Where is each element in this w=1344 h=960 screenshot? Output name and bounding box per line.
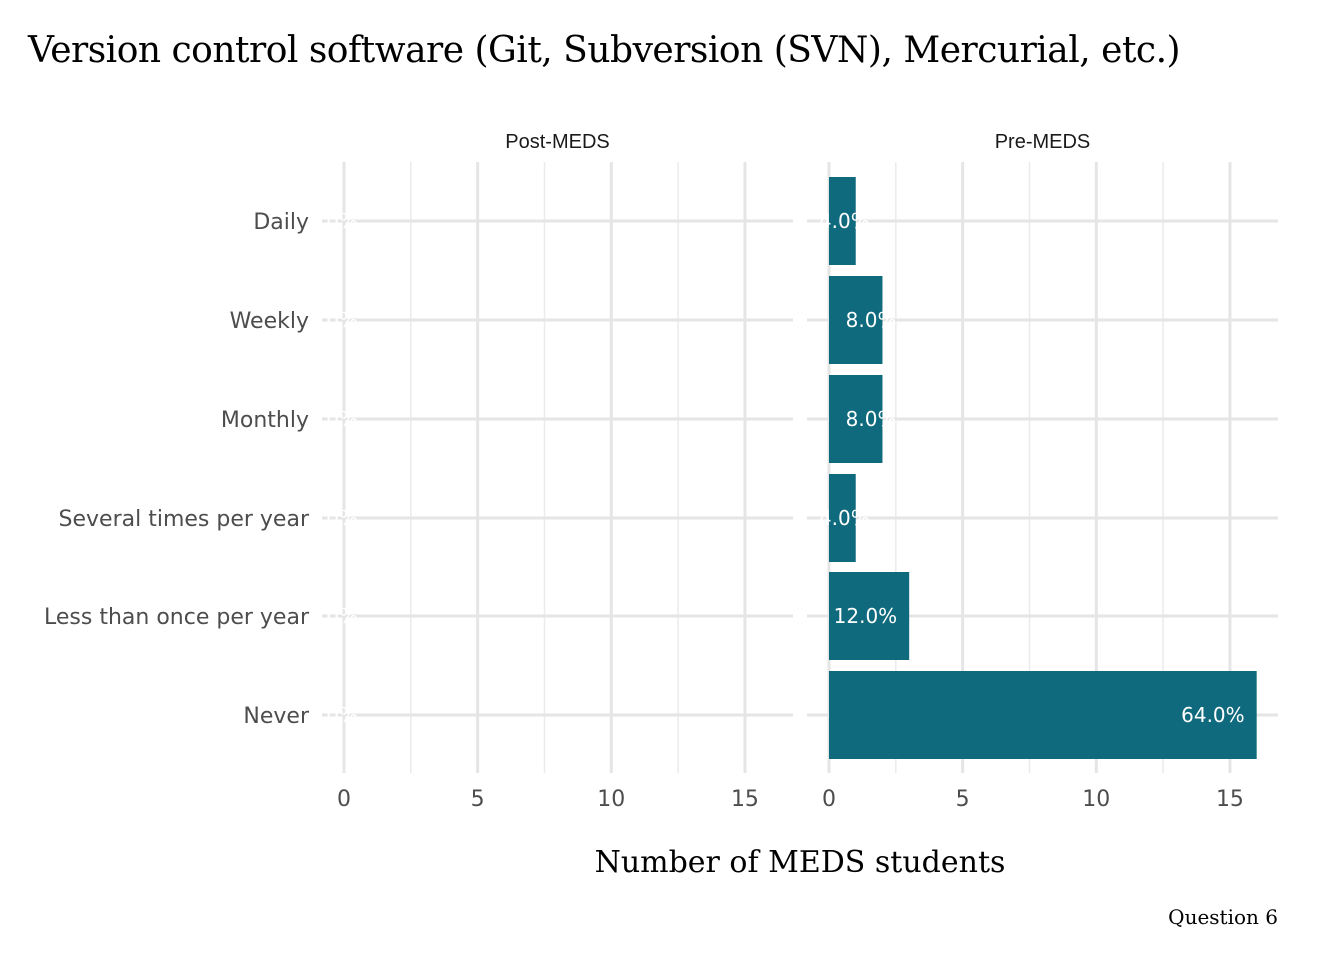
x-tick-label: 5 [471, 787, 485, 812]
x-tick-label: 15 [731, 787, 759, 812]
data-label: 0.0% [307, 209, 358, 233]
facet-label: Pre-MEDS [995, 131, 1091, 153]
data-label: 4.0% [819, 506, 870, 530]
data-label: 0.0% [307, 604, 358, 628]
y-tick-label: Never [243, 704, 310, 729]
data-label: 8.0% [846, 308, 897, 332]
y-tick-label: Weekly [230, 309, 309, 334]
x-tick-label: 15 [1216, 787, 1244, 812]
bar [829, 671, 1257, 759]
x-tick-label: 5 [956, 787, 970, 812]
bar [829, 276, 883, 364]
data-label: 4.0% [819, 209, 870, 233]
y-tick-label: Less than once per year [44, 605, 310, 630]
data-label: 0.0% [307, 407, 358, 431]
y-tick-label: Several times per year [59, 507, 310, 532]
data-label: 0.0% [307, 703, 358, 727]
y-tick-label: Daily [253, 210, 309, 235]
data-label: 64.0% [1181, 703, 1245, 727]
x-tick-label: 10 [597, 787, 625, 812]
bar [829, 474, 856, 562]
bar [829, 572, 910, 660]
x-axis-label: Number of MEDS students [594, 845, 1006, 880]
x-tick-label: 10 [1082, 787, 1110, 812]
data-label: 8.0% [846, 407, 897, 431]
y-tick-label: Monthly [221, 408, 309, 433]
caption: Question 6 [1168, 905, 1278, 929]
bar [829, 177, 856, 265]
data-label: 12.0% [834, 604, 898, 628]
data-label: 0.0% [307, 308, 358, 332]
facet-label: Post-MEDS [505, 131, 609, 153]
bar [829, 375, 883, 463]
x-tick-label: 0 [337, 787, 351, 812]
x-tick-label: 0 [822, 787, 836, 812]
data-label: 0.0% [307, 506, 358, 530]
chart-title: Version control software (Git, Subversio… [28, 30, 1181, 71]
